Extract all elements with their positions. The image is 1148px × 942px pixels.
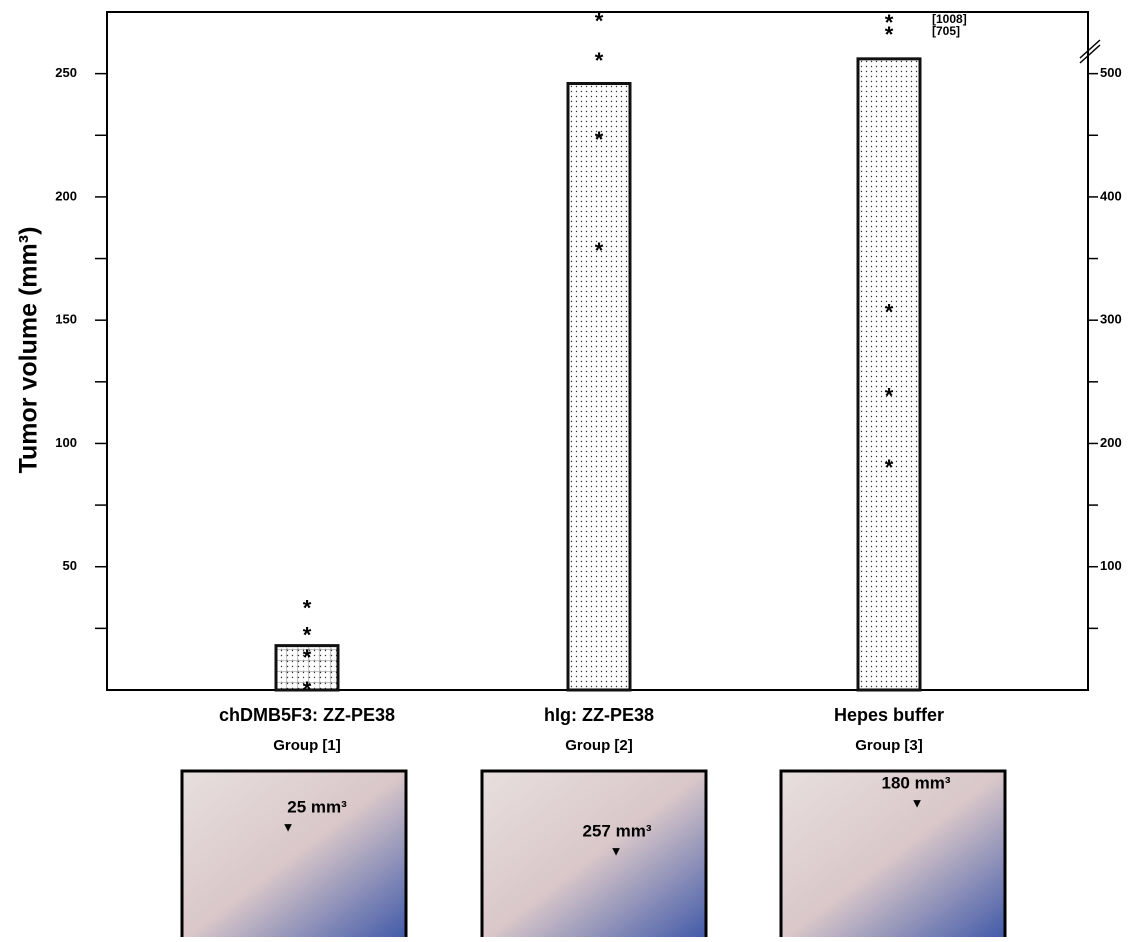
data-point: * [885, 383, 894, 408]
photo-label: 180 mm³ [882, 773, 951, 792]
y2-tick-label: 400 [1100, 188, 1122, 203]
bar [858, 59, 920, 690]
data-point: * [885, 455, 894, 480]
data-point: * [303, 596, 312, 621]
data-point: * [303, 645, 312, 670]
group-label: Group [1] [273, 737, 341, 754]
data-point: * [303, 677, 312, 702]
point-label: [705] [932, 24, 960, 38]
photo-arrow: ▼ [610, 843, 623, 858]
x-tick-label: Hepes buffer [834, 705, 944, 725]
photo [781, 771, 1005, 937]
data-point: * [595, 48, 604, 73]
bar [568, 83, 630, 690]
y2-tick-label: 500 [1100, 65, 1122, 80]
y2-tick-label: 300 [1100, 312, 1122, 327]
y2-tick-label: 100 [1100, 558, 1122, 573]
photo [182, 771, 406, 937]
photo-label: 25 mm³ [287, 797, 347, 816]
photo-arrow: ▼ [282, 819, 295, 834]
data-point: * [885, 22, 894, 47]
photo-label: 257 mm³ [583, 821, 652, 840]
y-tick-label: 200 [55, 188, 77, 203]
data-point: * [595, 238, 604, 263]
axis-break [1080, 40, 1100, 63]
y-tick-label: 250 [55, 65, 77, 80]
group-label: Group [2] [565, 737, 633, 754]
photo-arrow: ▼ [911, 795, 924, 810]
x-tick-label: chDMB5F3: ZZ-PE38 [219, 705, 395, 725]
data-point: * [595, 9, 604, 34]
data-point: * [595, 127, 604, 152]
photo [482, 771, 706, 937]
y-tick-label: 50 [63, 558, 77, 573]
data-point: * [885, 300, 894, 325]
figure: Tumor volume (mm³) 50 100 150 200 250 100 200 3… [0, 0, 1148, 937]
y2-tick-label: 200 [1100, 435, 1122, 450]
y-tick-label: 100 [55, 435, 77, 450]
x-tick-label: hIg: ZZ-PE38 [544, 705, 654, 725]
y-tick-label: 150 [55, 312, 77, 327]
group-label: Group [3] [855, 737, 923, 754]
y-axis-title: Tumor volume (mm³) [15, 227, 43, 474]
